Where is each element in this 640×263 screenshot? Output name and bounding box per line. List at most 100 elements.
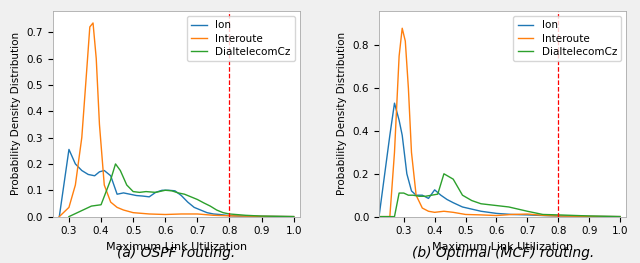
Ion (390, 102, 398, 105)
Interoute (161, 213, 169, 216)
DialtelecomCz (200, 201, 207, 205)
Ion (158, 189, 166, 192)
Text: (b) Optimal (MCF) routing.: (b) Optimal (MCF) routing. (412, 246, 594, 260)
DialtelecomCz (107, 178, 115, 181)
Ion (449, 201, 457, 204)
DialtelecomCz (396, 191, 403, 195)
Interoute (390, 151, 398, 154)
Interoute (145, 213, 153, 216)
DialtelecomCz (440, 172, 448, 175)
Ion (229, 214, 237, 218)
Ion (139, 194, 147, 198)
Interoute (226, 214, 234, 218)
DialtelecomCz (187, 195, 195, 198)
Interoute (408, 151, 415, 154)
DialtelecomCz (375, 215, 383, 218)
DialtelecomCz (226, 213, 234, 216)
Ion (223, 214, 230, 217)
Interoute (477, 213, 485, 216)
DialtelecomCz (404, 194, 412, 197)
Ion (177, 194, 185, 197)
Interoute (83, 70, 90, 73)
Ion (459, 205, 467, 209)
Ion (419, 194, 426, 197)
Interoute (78, 136, 86, 139)
DialtelecomCz (505, 205, 513, 209)
Line: DialtelecomCz: DialtelecomCz (379, 174, 620, 217)
X-axis label: Maximum Link Utilization: Maximum Link Utilization (106, 242, 247, 252)
Interoute (440, 210, 448, 213)
Ion (84, 173, 92, 176)
Interoute (431, 211, 438, 214)
DialtelecomCz (390, 215, 398, 218)
DialtelecomCz (616, 215, 624, 218)
Interoute (177, 213, 185, 216)
Ion (375, 215, 383, 218)
DialtelecomCz (459, 194, 467, 197)
Interoute (89, 21, 97, 24)
DialtelecomCz (180, 193, 188, 196)
Ion (72, 162, 79, 165)
DialtelecomCz (174, 191, 182, 194)
Line: Ion: Ion (60, 149, 294, 217)
Ion (78, 169, 86, 172)
DialtelecomCz (434, 193, 442, 196)
X-axis label: Maximum Link Utilization: Maximum Link Utilization (432, 242, 573, 252)
Interoute (524, 213, 531, 216)
Interoute (396, 54, 403, 58)
Interoute (129, 211, 137, 214)
DialtelecomCz (486, 203, 494, 206)
Interoute (56, 215, 63, 218)
Interoute (86, 25, 93, 28)
Ion (209, 213, 217, 216)
Interoute (404, 87, 412, 90)
Ion (120, 191, 127, 194)
Interoute (290, 215, 298, 218)
Legend: Ion, Interoute, DialtelecomCz: Ion, Interoute, DialtelecomCz (188, 16, 295, 61)
Interoute (386, 215, 394, 218)
Interoute (113, 206, 121, 209)
Interoute (461, 213, 469, 216)
Interoute (120, 209, 127, 212)
DialtelecomCz (290, 215, 298, 218)
Interoute (493, 214, 500, 217)
Interoute (424, 210, 432, 213)
Interoute (508, 213, 516, 216)
Text: (a) OSPF routing.: (a) OSPF routing. (117, 246, 236, 260)
DialtelecomCz (220, 211, 227, 214)
Ion (145, 195, 153, 198)
DialtelecomCz (586, 214, 593, 218)
Ion (171, 189, 179, 192)
Line: Ion: Ion (379, 103, 620, 217)
Interoute (412, 194, 420, 197)
DialtelecomCz (554, 213, 562, 216)
DialtelecomCz (142, 190, 150, 193)
Ion (107, 174, 115, 177)
DialtelecomCz (193, 198, 201, 201)
DialtelecomCz (242, 214, 250, 217)
Ion (95, 170, 103, 173)
Y-axis label: Probability Density Distribution: Probability Density Distribution (337, 32, 348, 195)
Ion (203, 211, 211, 214)
Interoute (616, 215, 624, 218)
Interoute (398, 27, 406, 30)
DialtelecomCz (116, 169, 124, 172)
Ion (437, 194, 445, 197)
Ion (190, 206, 198, 209)
Ion (508, 213, 516, 216)
DialtelecomCz (539, 213, 547, 216)
Ion (424, 197, 432, 200)
DialtelecomCz (449, 178, 457, 181)
DialtelecomCz (111, 162, 119, 165)
Ion (616, 215, 624, 218)
DialtelecomCz (88, 205, 95, 208)
Ion (164, 189, 172, 192)
Ion (412, 194, 420, 197)
Ion (386, 134, 394, 137)
Ion (56, 215, 63, 218)
DialtelecomCz (206, 205, 214, 208)
Interoute (586, 215, 593, 218)
Ion (554, 214, 562, 218)
DialtelecomCz (97, 203, 105, 206)
Ion (443, 198, 451, 201)
